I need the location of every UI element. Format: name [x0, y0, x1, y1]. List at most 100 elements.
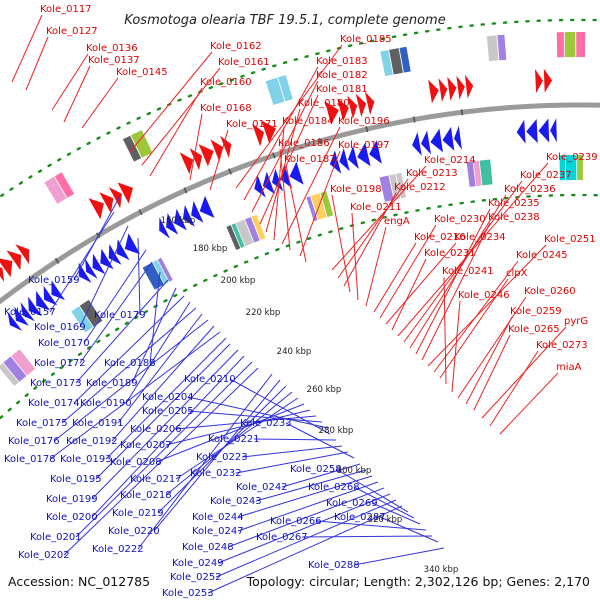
forward-gene-label[interactable]: Kole_0273	[536, 340, 588, 351]
forward-gene-label[interactable]: clpX	[506, 268, 528, 279]
reverse-gene-label[interactable]: Kole_0242	[236, 482, 288, 493]
reverse-gene-label[interactable]: Kole_0195	[50, 474, 102, 485]
forward-gene-label[interactable]: Kole_0186	[278, 138, 330, 149]
forward-gene-label[interactable]: Kole_0137	[88, 55, 140, 66]
reverse-gene-label[interactable]: Kole_0268	[308, 482, 360, 493]
reverse-gene-label[interactable]: Kole_0221	[208, 434, 260, 445]
reverse-gene-label[interactable]: Kole_0206	[130, 424, 182, 435]
forward-gene-label[interactable]: Kole_0117	[40, 4, 92, 15]
forward-gene-label[interactable]: Kole_0168	[200, 103, 252, 114]
forward-gene-label[interactable]: Kole_0197	[338, 140, 390, 151]
reverse-gene-label[interactable]: Kole_0173	[30, 378, 82, 389]
forward-gene-label[interactable]: Kole_0245	[516, 250, 568, 261]
forward-gene-label[interactable]: Kole_0187	[284, 154, 336, 165]
reverse-gene-label[interactable]: Kole_0222	[92, 544, 144, 555]
reverse-gene-label[interactable]: Kole_0159	[28, 275, 80, 286]
leader-line	[301, 535, 433, 538]
forward-gene-label[interactable]: Kole_0214	[424, 155, 476, 166]
reverse-gene-label[interactable]: Kole_0200	[46, 512, 98, 523]
forward-gene-label[interactable]: Kole_0185	[340, 34, 392, 45]
forward-gene-label[interactable]: Kole_0241	[442, 266, 494, 277]
forward-gene-label[interactable]: Kole_0145	[116, 67, 168, 78]
forward-gene-label[interactable]: Kole_0198	[330, 184, 382, 195]
forward-gene-label[interactable]: Kole_0181	[316, 84, 368, 95]
reverse-gene-label[interactable]: Kole_0223	[196, 452, 248, 463]
reverse-gene-label[interactable]: Kole_0219	[112, 508, 164, 519]
reverse-gene-label[interactable]: Kole_0179	[94, 310, 146, 321]
reverse-gene-label[interactable]: Kole_0267	[256, 532, 308, 543]
reverse-gene-label[interactable]: Kole_0205	[142, 406, 194, 417]
forward-gene-label[interactable]: pyrG	[564, 316, 588, 327]
reverse-gene-label[interactable]: Kole_0178	[4, 454, 56, 465]
reverse-gene-label[interactable]: Kole_0266	[270, 516, 322, 527]
reverse-gene-label[interactable]: Kole_0191	[72, 418, 124, 429]
reverse-gene-label[interactable]: Kole_0217	[130, 474, 182, 485]
forward-gene-label[interactable]: Kole_0161	[218, 57, 270, 68]
forward-gene-label[interactable]: Kole_0237	[520, 170, 572, 181]
reverse-gene-label[interactable]: Kole_0210	[184, 374, 236, 385]
forward-gene-label[interactable]: Kole_0251	[544, 234, 596, 245]
reverse-gene-label[interactable]: Kole_0170	[38, 338, 90, 349]
reverse-gene-label[interactable]: Kole_0202	[18, 550, 70, 561]
forward-gene-label[interactable]: Kole_0183	[316, 56, 368, 67]
forward-gene-label[interactable]: Kole_0231	[424, 248, 476, 259]
reverse-gene-label[interactable]: Kole_0208	[110, 457, 162, 468]
reverse-gene-label[interactable]: Kole_0188	[104, 358, 156, 369]
reverse-gene-label[interactable]: Kole_0190	[80, 398, 132, 409]
forward-gene-label[interactable]: Kole_0136	[86, 43, 138, 54]
forward-gene-label[interactable]: Kole_0127	[46, 26, 98, 37]
reverse-gene-label[interactable]: Kole_0204	[142, 392, 194, 403]
reverse-gene-label[interactable]: Kole_0269	[326, 498, 378, 509]
reverse-gene-label[interactable]: Kole_0248	[182, 542, 234, 553]
forward-gene-label[interactable]: Kole_0265	[508, 324, 560, 335]
reverse-gene-label[interactable]: Kole_0253	[162, 588, 214, 599]
reverse-gene-label[interactable]: Kole_0192	[66, 436, 118, 447]
forward-gene-label[interactable]: Kole_0196	[338, 116, 390, 127]
forward-gene-label[interactable]: Kole_0235	[488, 198, 540, 209]
forward-gene-label[interactable]: miaA	[556, 362, 582, 373]
reverse-gene-label[interactable]: Kole_0169	[34, 322, 86, 333]
forward-gene-label[interactable]: Kole_0238	[488, 212, 540, 223]
forward-gene-label[interactable]: Kole_0160	[200, 77, 252, 88]
forward-gene-label[interactable]: Kole_0171	[226, 119, 278, 130]
forward-gene-label[interactable]: Kole_0260	[524, 286, 576, 297]
forward-gene-label[interactable]: Kole_0211	[350, 202, 402, 213]
forward-gene-label[interactable]: Kole_0230	[434, 214, 486, 225]
forward-gene-label[interactable]: Kole_0216	[414, 232, 466, 243]
reverse-gene-label[interactable]: Kole_0157	[4, 307, 56, 318]
reverse-gene-label[interactable]: Kole_0287	[334, 512, 386, 523]
forward-gene-label[interactable]: Kole_0184	[282, 116, 334, 127]
reverse-gene-label[interactable]: Kole_0232	[190, 468, 242, 479]
forward-gene-label[interactable]: Kole_0246	[458, 290, 510, 301]
reverse-gene-label[interactable]: Kole_0220	[108, 526, 160, 537]
forward-gene-label[interactable]: Kole_0213	[406, 168, 458, 179]
reverse-gene-label[interactable]: Kole_0233	[240, 418, 292, 429]
forward-gene-label[interactable]: engA	[384, 216, 410, 227]
forward-gene-label[interactable]: Kole_0234	[454, 232, 506, 243]
reverse-gene-label[interactable]: Kole_0193	[60, 454, 112, 465]
forward-gene-label[interactable]: Kole_0259	[510, 306, 562, 317]
reverse-gene-label[interactable]: Kole_0247	[192, 526, 244, 537]
reverse-gene-label[interactable]: Kole_0207	[120, 440, 172, 451]
reverse-gene-label[interactable]: Kole_0288	[308, 560, 360, 571]
forward-gene-label[interactable]: Kole_0162	[210, 41, 262, 52]
reverse-gene-label[interactable]: Kole_0199	[46, 494, 98, 505]
leader-line	[73, 295, 185, 404]
reverse-gene-label[interactable]: Kole_0244	[192, 512, 244, 523]
reverse-gene-label[interactable]: Kole_0252	[170, 572, 222, 583]
forward-gene-label[interactable]: Kole_0212	[394, 182, 446, 193]
reverse-gene-label[interactable]: Kole_0258	[290, 464, 342, 475]
reverse-gene-label[interactable]: Kole_0243	[210, 496, 262, 507]
forward-gene-label[interactable]: Kole_0182	[316, 70, 368, 81]
reverse-gene-label[interactable]: Kole_0218	[120, 490, 172, 501]
reverse-gene-label[interactable]: Kole_0174	[28, 398, 80, 409]
reverse-gene-label[interactable]: Kole_0175	[16, 418, 68, 429]
forward-gene-label[interactable]: Kole_0239	[546, 152, 598, 163]
reverse-gene-label[interactable]: Kole_0201	[30, 532, 82, 543]
reverse-gene-label[interactable]: Kole_0189	[86, 378, 138, 389]
forward-gene-label[interactable]: Kole_0236	[504, 184, 556, 195]
reverse-gene-label[interactable]: Kole_0176	[8, 436, 60, 447]
reverse-gene-label[interactable]: Kole_0172	[34, 358, 86, 369]
forward-gene-label[interactable]: Kole_0180	[298, 98, 350, 109]
reverse-gene-label[interactable]: Kole_0249	[172, 558, 224, 569]
